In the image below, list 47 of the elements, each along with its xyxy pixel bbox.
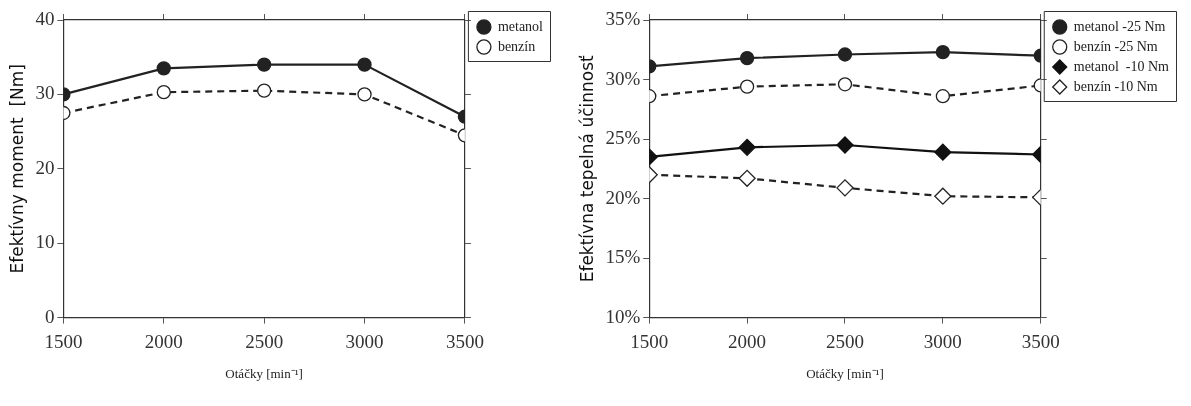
point [738,138,756,157]
x-tick-label: 3000 [923,330,962,352]
x-tick-label: 2000 [144,330,183,352]
legend-label: metanol [497,18,544,34]
legend-label: benzín -25 Nm [1073,38,1158,54]
point [739,79,755,94]
x-axis-title: Otáčky [min⁻¹] [225,365,303,381]
y-tick-label: 20% [605,186,641,208]
legend-label: metanol -10 Nm [1073,58,1170,74]
point [837,77,853,92]
y-axis-title: Efektívna tepelná účinnosť [576,54,597,283]
legend-label: benzín [497,38,536,54]
point [357,87,372,102]
legend-label: benzín -10 Nm [1073,78,1158,94]
y-axis-title: Efektívny moment [Nm] [6,64,27,274]
x-tick-label: 3500 [1021,330,1060,352]
y-tick-label: 0 [44,305,55,327]
point [257,83,272,98]
x-tick-label: 1500 [44,330,83,352]
point [934,143,952,161]
x-tick-label: 1500 [630,330,669,352]
legend-label: metanol -25 Nm [1073,18,1166,34]
point [257,57,272,72]
y-tick-label: 30 [35,82,55,104]
point [836,136,854,154]
x-tick-label: 3000 [345,330,384,352]
point [357,57,372,72]
y-tick-label: 35% [605,7,641,29]
x-tick-label: 2500 [825,330,864,352]
y-tick-label: 20 [35,156,55,178]
point [739,50,755,66]
point [837,47,853,62]
point [738,169,756,187]
point [836,179,854,197]
point [935,89,951,104]
y-tick-label: 30% [605,67,641,89]
y-tick-label: 10 [35,231,55,253]
x-axis-title: Otáčky [min⁻¹] [806,365,884,381]
y-tick-label: 40 [35,7,55,29]
y-tick-label: 25% [605,127,641,149]
x-tick-label: 3500 [445,330,484,352]
y-tick-label: 10% [605,305,641,327]
y-tick-label: 15% [605,246,641,268]
point [934,187,952,205]
x-tick-label: 2500 [245,330,284,352]
point [935,44,951,60]
x-tick-label: 2000 [728,330,767,352]
